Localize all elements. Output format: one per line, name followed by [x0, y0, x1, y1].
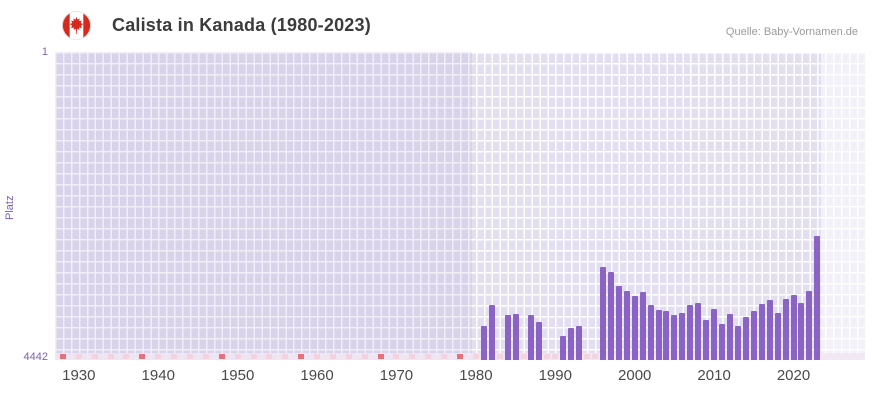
no-data-marker-1994 — [584, 354, 591, 359]
bar-2014[interactable] — [742, 316, 749, 360]
bar-2000[interactable] — [631, 296, 638, 360]
y-axis-label: Platz — [4, 195, 16, 220]
bar-2012[interactable] — [727, 314, 733, 360]
x-tick-label-1940: 1940 — [141, 367, 175, 384]
no-data-marker-1930 — [75, 354, 82, 359]
no-data-marker-1986 — [520, 354, 527, 359]
bar-1988[interactable] — [536, 322, 543, 360]
no-data-marker-1989 — [544, 354, 551, 359]
bar-2018[interactable] — [774, 312, 781, 360]
bar-1998[interactable] — [615, 286, 622, 360]
x-tick-label-2000: 2000 — [618, 367, 652, 384]
bar-2015[interactable] — [750, 311, 757, 360]
no-data-marker-1966 — [361, 354, 368, 359]
bar-2022[interactable] — [806, 291, 813, 360]
no-data-marker-strong-1968 — [377, 354, 384, 359]
no-data-marker-1946 — [202, 354, 209, 359]
no-data-marker-strong-1978 — [457, 354, 463, 359]
no-data-marker-1972 — [409, 354, 416, 359]
x-tick-label-1980: 1980 — [459, 367, 493, 384]
plot-area — [55, 52, 865, 360]
no-data-marker-1962 — [329, 354, 336, 359]
bar-2013[interactable] — [734, 325, 741, 360]
bar-1999[interactable] — [623, 291, 630, 360]
bar-1991[interactable] — [560, 336, 567, 360]
bar-2005[interactable] — [671, 315, 678, 360]
markers-layer — [55, 52, 865, 360]
no-data-marker-1980 — [472, 354, 479, 359]
no-data-marker-strong-1928 — [59, 354, 66, 359]
bar-1985[interactable] — [512, 314, 519, 360]
bar-2002[interactable] — [647, 305, 654, 360]
bar-2009[interactable] — [703, 320, 710, 360]
no-data-marker-1974 — [425, 354, 432, 359]
bar-1996[interactable] — [599, 266, 606, 360]
y-axis-tick-top: 1 — [41, 46, 48, 58]
no-data-marker-1936 — [123, 354, 130, 359]
bar-1993[interactable] — [576, 325, 583, 360]
no-data-marker-1954 — [266, 354, 273, 359]
canada-flag-icon — [62, 11, 91, 40]
no-data-marker-1990 — [552, 354, 559, 359]
page-title: Calista in Kanada (1980-2023) — [112, 15, 371, 35]
x-tick-label-2020: 2020 — [776, 367, 811, 384]
x-tick-label-1960: 1960 — [300, 367, 334, 384]
bars-layer — [55, 52, 865, 360]
bar-2019[interactable] — [782, 298, 789, 360]
no-data-marker-1970 — [393, 354, 400, 359]
no-data-marker-1956 — [282, 354, 289, 359]
bar-2016[interactable] — [758, 304, 765, 360]
x-tick-label-1950: 1950 — [220, 367, 255, 384]
no-data-marker-1983 — [496, 354, 503, 359]
no-data-marker-1964 — [345, 354, 352, 359]
no-data-marker-1952 — [250, 354, 257, 359]
x-tick-label-1970: 1970 — [379, 367, 414, 384]
no-data-marker-1950 — [234, 354, 241, 359]
no-data-marker-1942 — [171, 354, 178, 359]
bar-2001[interactable] — [639, 291, 646, 360]
bar-2003[interactable] — [655, 309, 662, 360]
no-data-marker-1940 — [155, 354, 162, 359]
bar-2007[interactable] — [687, 305, 694, 360]
bar-2008[interactable] — [695, 303, 702, 360]
x-tick-label-2010: 2010 — [697, 367, 731, 384]
no-data-marker-1976 — [441, 354, 448, 359]
bar-2010[interactable] — [711, 308, 718, 360]
no-data-marker-1944 — [187, 354, 193, 359]
bar-2004[interactable] — [663, 310, 670, 360]
bar-2020[interactable] — [790, 294, 797, 360]
no-data-marker-1995 — [592, 354, 598, 359]
no-data-marker-1960 — [314, 354, 321, 359]
bar-2023[interactable] — [814, 235, 821, 360]
x-axis: 1930 1940 1950 1960 1970 1980 1990 2000 2010 2020 — [55, 367, 865, 391]
bar-1997[interactable] — [607, 272, 614, 360]
bar-1987[interactable] — [528, 314, 535, 360]
bar-1981[interactable] — [480, 325, 487, 360]
bar-2021[interactable] — [798, 303, 805, 360]
bar-1982[interactable] — [488, 305, 495, 360]
no-data-marker-strong-1948 — [218, 354, 225, 359]
y-axis-tick-bottom: 4442 — [23, 351, 48, 363]
bar-1984[interactable] — [504, 315, 511, 360]
source-attribution: Quelle: Baby-Vornamen.de — [725, 26, 858, 38]
x-tick-label-1990: 1990 — [538, 367, 572, 384]
bar-2017[interactable] — [766, 300, 773, 360]
bar-2011[interactable] — [719, 323, 726, 360]
no-data-marker-strong-1938 — [139, 354, 146, 359]
x-tick-label-1930: 1930 — [62, 367, 96, 384]
no-data-marker-1934 — [107, 354, 114, 359]
bar-2006[interactable] — [679, 312, 686, 360]
no-data-marker-1932 — [91, 354, 98, 359]
no-data-marker-strong-1958 — [298, 354, 305, 359]
bar-1992[interactable] — [568, 327, 575, 360]
